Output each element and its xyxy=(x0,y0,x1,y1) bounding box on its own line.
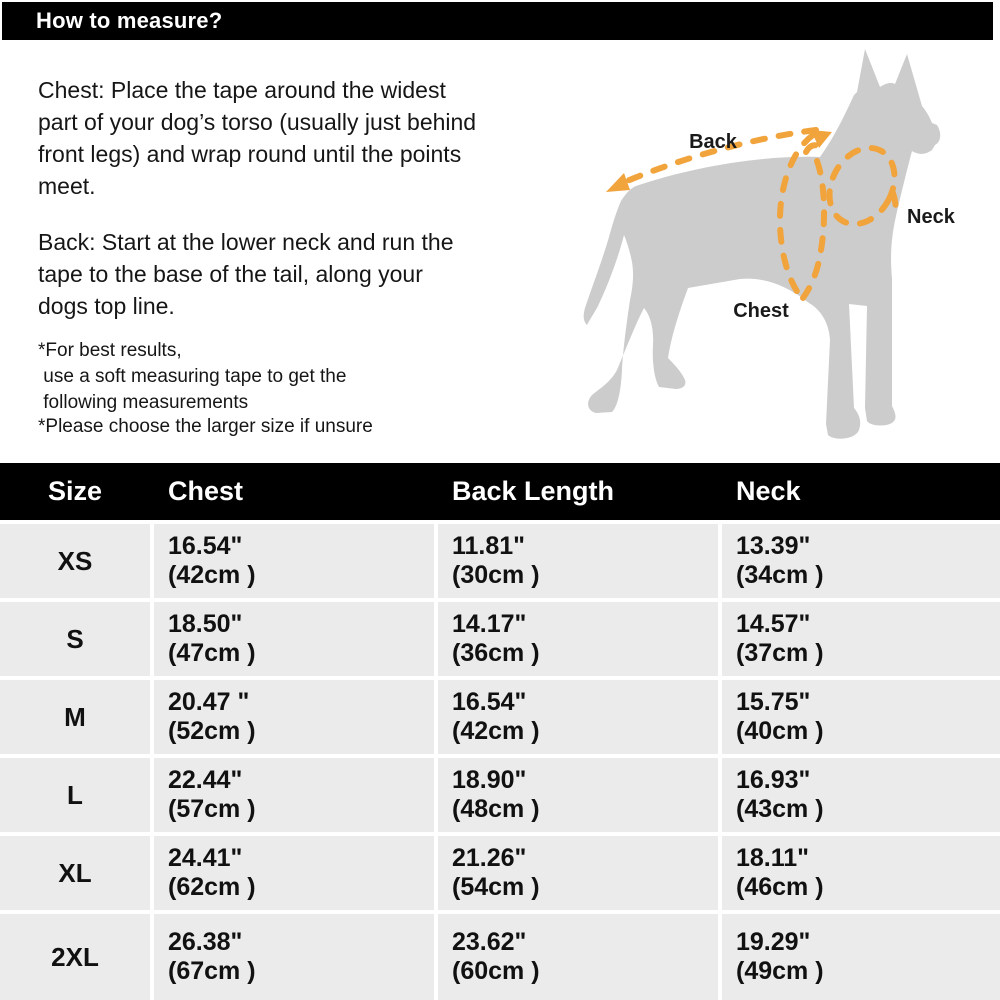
neck-cm: (49cm ) xyxy=(736,957,824,985)
chest-inches: 22.44" xyxy=(168,766,243,794)
chest-inches: 26.38" xyxy=(168,928,243,956)
back-instruction-text: Back: Start at the lower neck and run th… xyxy=(38,229,454,319)
chest-inches: 16.54" xyxy=(168,532,243,560)
chest-cell: 16.54" (42cm ) xyxy=(154,524,434,598)
chest-cell: 20.47 " (52cm ) xyxy=(154,680,434,754)
chest-instruction-text: Chest: Place the tape around the widest … xyxy=(38,77,477,199)
neck-inches: 15.75" xyxy=(736,688,811,716)
neck-cm: (37cm ) xyxy=(736,639,824,667)
neck-cell: 16.93" (43cm ) xyxy=(722,758,1000,832)
back-length-inches: 23.62" xyxy=(452,928,527,956)
back-length-inches: 18.90" xyxy=(452,766,527,794)
chest-measure-right-arc xyxy=(800,158,828,301)
size-label-cell: M xyxy=(0,680,150,754)
back-length-inches: 21.26" xyxy=(452,844,527,872)
page-title: How to measure? xyxy=(36,8,223,33)
size-label: S xyxy=(66,623,84,654)
back-length-cm: (60cm ) xyxy=(452,957,540,985)
back-label: Back xyxy=(689,131,738,153)
neck-cell: 19.29" (49cm ) xyxy=(722,914,1000,1000)
back-length-cm: (42cm ) xyxy=(452,717,540,745)
column-header-neck: Neck xyxy=(736,476,801,506)
neck-cell: 18.11" (46cm ) xyxy=(722,836,1000,910)
back-length-cell: 11.81" (30cm ) xyxy=(438,524,718,598)
chest-cell: 26.38" (67cm ) xyxy=(154,914,434,1000)
back-length-inches: 16.54" xyxy=(452,688,527,716)
back-length-inches: 14.17" xyxy=(452,610,527,638)
back-length-cm: (36cm ) xyxy=(452,639,540,667)
note-choose-larger: *Please choose the larger size if unsure xyxy=(38,416,373,437)
chest-measure-top-hook xyxy=(803,142,826,155)
back-length-cm: (30cm ) xyxy=(452,561,540,589)
back-length-cell: 14.17" (36cm ) xyxy=(438,602,718,676)
chest-cell: 22.44" (57cm ) xyxy=(154,758,434,832)
back-arrowhead-left xyxy=(606,173,630,192)
neck-inches: 14.57" xyxy=(736,610,811,638)
neck-inches: 18.11" xyxy=(736,844,810,872)
neck-label: Neck xyxy=(907,206,956,228)
chest-inches: 24.41" xyxy=(168,844,243,872)
chest-cm: (57cm ) xyxy=(168,795,256,823)
back-arrowhead-right xyxy=(811,130,832,148)
chest-label: Chest xyxy=(733,300,789,322)
column-header-chest: Chest xyxy=(168,476,244,506)
dog-silhouette xyxy=(583,49,941,439)
chest-inches: 20.47 " xyxy=(168,688,250,716)
size-label-cell: S xyxy=(0,602,150,676)
chest-cm: (42cm ) xyxy=(168,561,256,589)
chest-cell: 24.41" (62cm ) xyxy=(154,836,434,910)
back-length-cell: 21.26" (54cm ) xyxy=(438,836,718,910)
dog-measurement-diagram: Back Neck Chest xyxy=(560,40,1000,460)
neck-cell: 13.39" (34cm ) xyxy=(722,524,1000,598)
page-header: How to measure? xyxy=(2,2,993,40)
neck-cm: (46cm ) xyxy=(736,873,824,901)
back-length-inches: 11.81" xyxy=(452,532,526,560)
chest-cm: (47cm ) xyxy=(168,639,256,667)
size-label: L xyxy=(67,779,83,810)
neck-inches: 13.39" xyxy=(736,532,811,560)
chest-cm: (52cm ) xyxy=(168,717,256,745)
size-label-cell: XL xyxy=(0,836,150,910)
neck-cm: (43cm ) xyxy=(736,795,824,823)
back-length-cm: (54cm ) xyxy=(452,873,540,901)
neck-cm: (40cm ) xyxy=(736,717,824,745)
chest-cell: 18.50" (47cm ) xyxy=(154,602,434,676)
back-length-cell: 16.54" (42cm ) xyxy=(438,680,718,754)
neck-inches: 19.29" xyxy=(736,928,811,956)
size-label: M xyxy=(64,701,86,732)
neck-cm: (34cm ) xyxy=(736,561,824,589)
neck-measure-loop xyxy=(826,144,898,228)
back-length-cell: 18.90" (48cm ) xyxy=(438,758,718,832)
chest-measure-left-arc xyxy=(776,132,816,300)
size-label: 2XL xyxy=(51,941,99,972)
note-best-results: *For best results, use a soft measuring … xyxy=(38,340,347,413)
neck-cell: 15.75" (40cm ) xyxy=(722,680,1000,754)
size-label-cell: L xyxy=(0,758,150,832)
neck-cell: 14.57" (37cm ) xyxy=(722,602,1000,676)
neck-inches: 16.93" xyxy=(736,766,811,794)
size-table-header: Size Chest Back Length Neck xyxy=(0,463,1000,520)
back-length-cm: (48cm ) xyxy=(452,795,540,823)
column-header-size: Size xyxy=(47,476,103,506)
chest-cm: (67cm ) xyxy=(168,957,256,985)
size-label-cell: 2XL xyxy=(0,914,150,1000)
size-table-body: XS 16.54" (42cm ) 11.81" (30cm ) 13.39" … xyxy=(0,524,1000,1000)
size-label: XL xyxy=(58,857,92,888)
column-header-back-length: Back Length xyxy=(452,476,615,506)
chest-inches: 18.50" xyxy=(168,610,243,638)
chest-cm: (62cm ) xyxy=(168,873,256,901)
back-length-cell: 23.62" (60cm ) xyxy=(438,914,718,1000)
size-label: XS xyxy=(57,545,93,576)
neck-measure-tick xyxy=(890,190,899,215)
size-label-cell: XS xyxy=(0,524,150,598)
